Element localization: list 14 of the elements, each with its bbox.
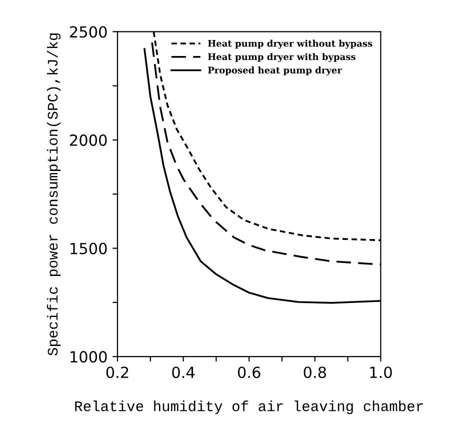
x-tick-label: 1.0 [370,366,392,378]
x-tick-label: 0.4 [172,366,195,378]
y-tick-label: 1500 [70,242,107,254]
x-axis-title: Relative humidity of air leaving chamber [75,400,423,414]
legend-label: Heat pump dryer with bypass [208,53,356,62]
y-tick-label: 2500 [70,26,107,38]
x-tick-label: 0.8 [304,366,326,378]
y-tick-label: 2000 [70,134,107,146]
y-axis-title: Specific power consumption(SPC),kJ/kg [46,33,61,356]
x-tick-label: 0.2 [106,366,128,378]
x-tick-label: 0.6 [238,366,260,378]
legend-label: Proposed heat pump dryer [208,66,342,76]
y-tick-label: 1000 [70,351,107,363]
legend-label: Heat pump dryer without bypass [208,40,372,49]
